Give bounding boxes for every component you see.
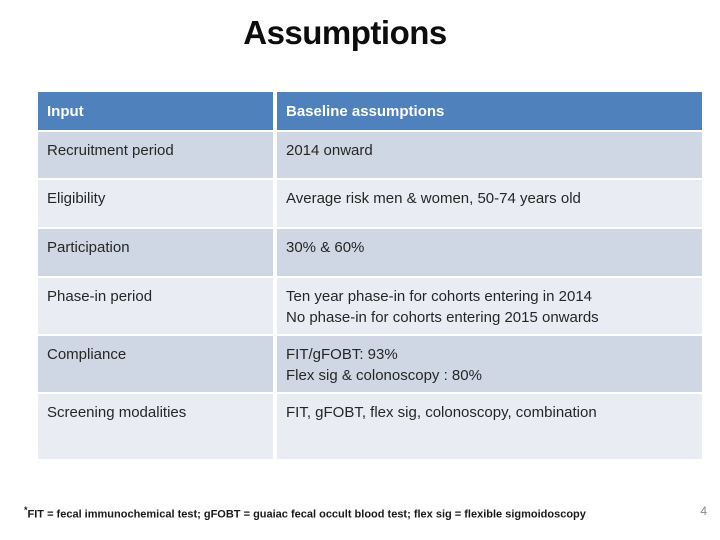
assumption-line: FIT/gFOBT: 93% xyxy=(286,346,398,363)
footnote-text: FIT = fecal immunochemical test; gFOBT =… xyxy=(27,508,586,521)
assumptions-table: Input Baseline assumptions Recruitment p… xyxy=(38,92,702,459)
table-row-input-cell: Eligibility xyxy=(38,180,273,227)
column-header-input: Input xyxy=(38,92,273,130)
column-header-baseline-assumptions: Baseline assumptions xyxy=(277,92,702,130)
footnote-marker: * xyxy=(24,505,28,515)
table-row-input-cell: Recruitment period xyxy=(38,132,273,178)
table-row-assumption-cell: Ten year phase-in for cohorts entering i… xyxy=(277,278,702,334)
assumption-line: Ten year phase-in for cohorts entering i… xyxy=(286,288,593,305)
table-row-assumption-cell: 2014 onward xyxy=(277,132,702,178)
table-row-assumption-cell: FIT/gFOBT: 93% Flex sig & colonoscopy : … xyxy=(277,336,702,392)
assumption-line: No phase-in for cohorts entering 2015 on… xyxy=(286,309,599,326)
table-row-input-cell: Participation xyxy=(38,229,273,276)
slide-title: Assumptions xyxy=(243,14,447,51)
table-row-input-cell: Compliance xyxy=(38,336,273,392)
footnote: *FIT = fecal immunochemical test; gFOBT … xyxy=(24,503,664,522)
table-row-assumption-cell: Average risk men & women, 50-74 years ol… xyxy=(277,180,702,227)
page-number: 4 xyxy=(700,504,707,518)
table-row-assumption-cell: FIT, gFOBT, flex sig, colonoscopy, combi… xyxy=(277,394,702,459)
table-row-input-cell: Phase-in period xyxy=(38,278,273,334)
table-row-input-cell: Screening modalities xyxy=(38,394,273,459)
table-row-assumption-cell: 30% & 60% xyxy=(277,229,702,276)
assumption-line: Flex sig & colonoscopy : 80% xyxy=(286,367,482,384)
